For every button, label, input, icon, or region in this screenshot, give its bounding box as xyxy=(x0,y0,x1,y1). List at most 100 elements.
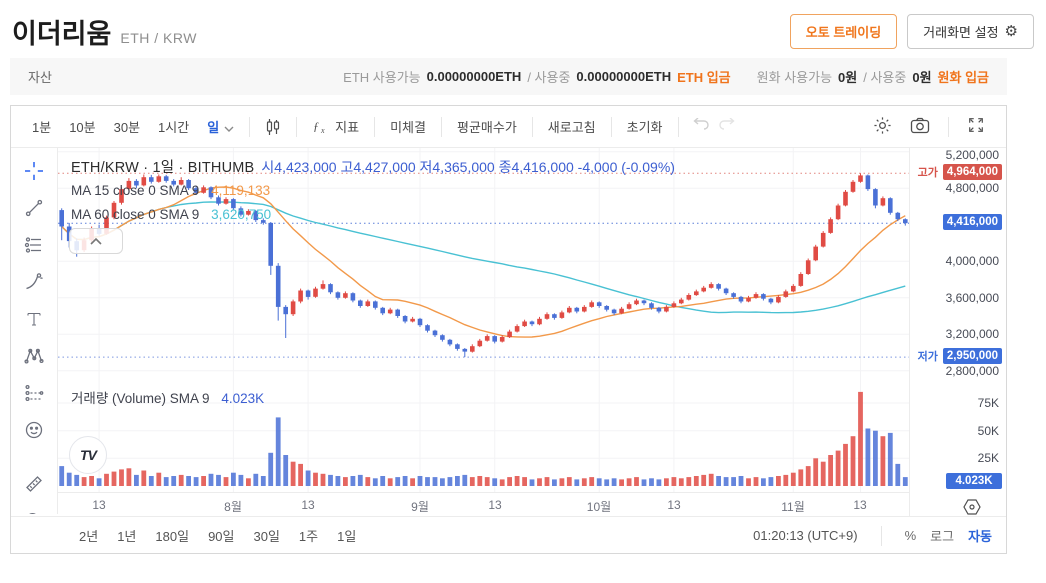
fx-icon: ƒ x xyxy=(313,119,325,135)
range-button[interactable]: 180일 xyxy=(155,529,190,544)
fullscreen-icon[interactable] xyxy=(958,112,994,141)
last-price-marker: 4,416,000 xyxy=(942,214,1002,230)
avg-buy-price-button[interactable]: 평균매수가 xyxy=(456,120,517,135)
open-orders-button[interactable]: 미체결 xyxy=(390,120,426,135)
price-scale-settings-icon[interactable] xyxy=(962,498,982,519)
brush-icon[interactable] xyxy=(24,272,44,292)
price-scale-label: 4,000,000 xyxy=(945,254,999,268)
text-icon[interactable] xyxy=(24,309,44,329)
ma60-legend: MA 60 close 0 SMA 9 3,620,750 xyxy=(71,207,272,222)
period-low-marker-tag: 저가 xyxy=(917,351,938,363)
eth-deposit-link[interactable]: ETH 입금 xyxy=(677,70,731,85)
legend-collapse-button[interactable] xyxy=(69,228,123,254)
krw-used-value: 0원 xyxy=(912,70,932,85)
time-axis-label: 13 xyxy=(667,498,681,512)
range-button[interactable]: 90일 xyxy=(208,529,235,544)
time-axis-label: 10월 xyxy=(586,500,612,514)
ma15-legend: MA 15 close 0 SMA 9 4,119,133 xyxy=(71,183,271,198)
range-button[interactable]: 30일 xyxy=(253,529,280,544)
ohlc-item: 저4,365,000 xyxy=(419,159,495,175)
ma60-value: 3,620,750 xyxy=(211,207,272,222)
range-button[interactable]: 1년 xyxy=(117,529,137,544)
period-high-marker-tag: 고가 xyxy=(917,167,938,179)
svg-text:ƒ: ƒ xyxy=(313,119,319,133)
clock: 01:20:13 (UTC+9) xyxy=(753,528,858,543)
reset-button[interactable]: 초기화 xyxy=(626,120,663,135)
volume-sma-marker: 4.023K xyxy=(946,473,1002,489)
asset-label: 자산 xyxy=(28,70,52,85)
time-axis-label: 13 xyxy=(488,498,502,512)
undo-icon[interactable] xyxy=(692,117,710,135)
indicator-button[interactable]: ƒ x 지표 xyxy=(313,118,360,136)
zoom-in-icon[interactable] xyxy=(24,511,44,514)
redo-icon[interactable] xyxy=(718,117,736,135)
auto-scale-button[interactable]: 자동 xyxy=(968,529,992,544)
change-value: -4,000 (-0.09%) xyxy=(577,159,675,175)
interval-button[interactable]: 10분 xyxy=(69,120,96,135)
ohlc-item: 시4,423,000 xyxy=(261,159,337,175)
price-scale-label: 3,200,000 xyxy=(945,327,999,341)
period-low-marker: 저가 2,950,000 xyxy=(918,348,1002,364)
ohlc-item: 고4,427,000 xyxy=(340,159,416,175)
price-scale[interactable]: 5,200,000 4,800,000 4,000,000 3,600,000 3,20… xyxy=(909,148,1007,516)
forecast-icon[interactable] xyxy=(24,383,44,403)
price-scale-label: 2,800,000 xyxy=(945,364,999,378)
eth-available-label: ETH 사용가능 xyxy=(343,70,421,85)
percent-scale-button[interactable]: % xyxy=(904,528,917,543)
ma15-value: 4,119,133 xyxy=(211,183,271,198)
time-axis[interactable]: 13 8월 13 9월 13 10월 13 11월 13 xyxy=(58,492,909,516)
time-axis-label: 8월 xyxy=(224,500,242,514)
snapshot-camera-icon[interactable] xyxy=(901,113,939,141)
candlestick-icon xyxy=(267,118,280,135)
emoji-icon[interactable] xyxy=(24,420,44,440)
page-header: 이더리움 ETH / KRW 오토 트레이딩 거래화면 설정 ⚙ xyxy=(12,12,1034,52)
price-scale-label: 5,200,000 xyxy=(945,148,999,162)
chart-panel: 1분 10분 30분 1시간 일 ƒ x 지표 미체결 평균매수가 새로고침 초기화 xyxy=(10,105,1007,554)
chart-settings-icon[interactable] xyxy=(864,112,901,142)
krw-deposit-link[interactable]: 원화 입금 xyxy=(937,70,989,85)
coin-title: 이더리움 xyxy=(12,19,112,49)
horizontal-lines-icon[interactable] xyxy=(24,235,44,255)
range-button[interactable]: 2년 xyxy=(79,529,99,544)
time-axis-label: 11월 xyxy=(781,500,805,514)
trendline-icon[interactable] xyxy=(24,198,44,218)
volume-scale-label: 25K xyxy=(977,451,999,465)
gear-icon: ⚙ xyxy=(1004,23,1018,40)
log-scale-button[interactable]: 로그 xyxy=(930,529,955,544)
screen-settings-button[interactable]: 거래화면 설정 ⚙ xyxy=(907,14,1034,49)
candle-style-button[interactable] xyxy=(259,114,287,140)
svg-text:x: x xyxy=(320,126,325,135)
chart-canvas[interactable] xyxy=(58,148,909,492)
time-axis-label: 13 xyxy=(853,498,867,512)
interval-button[interactable]: 30분 xyxy=(113,120,141,135)
period-high-marker: 고가 4,964,000 xyxy=(918,164,1002,180)
chart-bottom-bar: 2년 1년 180일 90일 30일 1주 1일 01:20:13 (UTC+9) % 로그… xyxy=(11,516,1006,554)
eth-used-label: / 사용중 xyxy=(527,70,571,85)
time-axis-label: 9월 xyxy=(411,500,429,514)
volume-scale-label: 50K xyxy=(977,424,999,438)
eth-used-value: 0.00000000ETH xyxy=(576,69,672,84)
interval-button[interactable]: 1분 xyxy=(32,120,52,135)
price-scale-label: 4,800,000 xyxy=(945,181,999,195)
krw-used-label: / 사용중 xyxy=(863,70,907,85)
ruler-icon[interactable] xyxy=(24,474,44,494)
refresh-button[interactable]: 새로고침 xyxy=(547,120,596,135)
krw-available-value: 0원 xyxy=(838,70,858,85)
volume-sma-value: 4.023K xyxy=(221,391,265,406)
crosshair-icon[interactable] xyxy=(24,161,44,181)
volume-scale-label: 75K xyxy=(977,396,999,410)
ohlc-values: 시4,423,000 고4,427,000 저4,365,000 종4,416,… xyxy=(261,159,675,175)
range-button[interactable]: 1주 xyxy=(298,529,319,544)
pattern-icon[interactable] xyxy=(24,346,44,366)
time-axis-label: 13 xyxy=(301,498,315,512)
pair-label: ETH / KRW xyxy=(120,30,197,46)
interval-selected-day[interactable]: 일 xyxy=(207,120,220,135)
chevron-up-icon xyxy=(90,237,102,245)
range-button[interactable]: 1일 xyxy=(337,529,357,544)
eth-available-value: 0.00000000ETH xyxy=(426,69,522,84)
tradingview-logo[interactable]: TV xyxy=(69,436,107,474)
auto-trading-button[interactable]: 오토 트레이딩 xyxy=(789,14,898,49)
interval-button[interactable]: 1시간 xyxy=(158,120,190,135)
chevron-down-icon[interactable] xyxy=(224,120,234,135)
symbol-legend: ETH/KRW · 1일 · BITHUMB 시4,423,000 고4,427,… xyxy=(71,156,675,177)
